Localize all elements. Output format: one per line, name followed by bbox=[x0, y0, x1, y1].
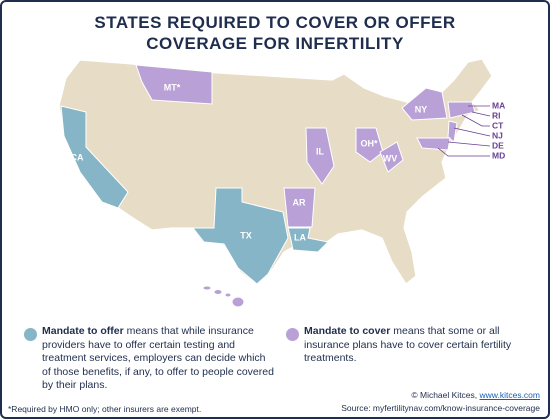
state-nj bbox=[447, 120, 458, 143]
state-ny bbox=[401, 87, 448, 121]
legend-swatch bbox=[286, 328, 299, 341]
state-label: WV bbox=[383, 153, 398, 163]
state-label: IL bbox=[316, 146, 325, 156]
side-label: MD bbox=[492, 150, 505, 160]
side-label: DE bbox=[492, 140, 504, 150]
legend-item: Mandate to cover means that some or all … bbox=[304, 325, 536, 366]
state-tx bbox=[191, 187, 289, 285]
legend-term: Mandate to offer bbox=[42, 325, 124, 337]
side-label: NJ bbox=[492, 130, 503, 140]
state-mt bbox=[135, 64, 213, 105]
credit-link[interactable]: www.kitces.com bbox=[479, 390, 540, 400]
footnote: *Required by HMO only; other insurers ar… bbox=[8, 404, 202, 414]
credit-prefix: © Michael Kitces, bbox=[411, 390, 478, 400]
state-label: TX bbox=[240, 230, 252, 240]
legend-item: Mandate to offer means that while insura… bbox=[42, 325, 274, 393]
side-label: RI bbox=[492, 110, 501, 120]
credit: © Michael Kitces, www.kitces.com bbox=[411, 390, 540, 400]
title-line: COVERAGE FOR INFERTILITY bbox=[146, 34, 404, 53]
state-label: CA bbox=[71, 152, 84, 162]
legend-swatch bbox=[24, 328, 37, 341]
side-label: CT bbox=[492, 120, 504, 130]
state-wv bbox=[379, 141, 404, 173]
state-label: NY bbox=[415, 104, 428, 114]
state-ne-cluster bbox=[447, 101, 476, 119]
state-ca bbox=[60, 105, 129, 209]
state-de-md bbox=[416, 137, 451, 151]
side-label: MA bbox=[492, 100, 505, 110]
state-il bbox=[305, 127, 335, 185]
state-ar bbox=[283, 187, 316, 228]
state-hi bbox=[202, 285, 245, 308]
state-label: MT* bbox=[164, 82, 181, 92]
leader-lines bbox=[437, 105, 491, 157]
state-label: HI bbox=[244, 292, 253, 302]
legend-text: means that some or all insurance plans h… bbox=[304, 325, 512, 364]
source: Source: myfertilitynav.com/know-insuranc… bbox=[341, 403, 540, 413]
legend-term: Mandate to cover bbox=[304, 325, 391, 337]
legend-text: means that while insurance providers hav… bbox=[42, 325, 274, 391]
state-label: LA bbox=[294, 232, 306, 242]
state-oh bbox=[355, 127, 384, 163]
title-line: STATES REQUIRED TO COVER OR OFFER bbox=[94, 13, 455, 32]
state-label: AR bbox=[293, 197, 306, 207]
state-label: OH* bbox=[360, 138, 378, 148]
state-la bbox=[287, 227, 330, 253]
